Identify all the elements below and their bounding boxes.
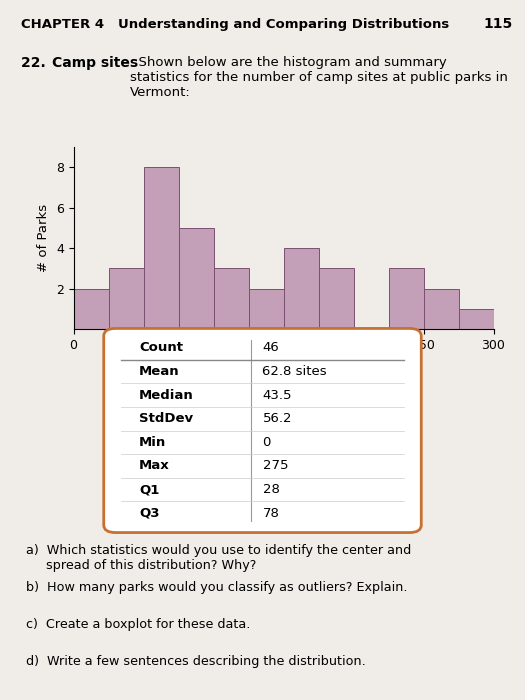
Text: Q1: Q1 [139,483,160,496]
Bar [214,268,248,329]
Text: 0: 0 [262,436,271,449]
Text: CHAPTER 4   Understanding and Comparing Distributions: CHAPTER 4 Understanding and Comparing Di… [21,18,449,31]
Text: Mean: Mean [139,365,180,378]
X-axis label: # of Sites/Park: # of Sites/Park [234,357,333,370]
Text: Camp sites: Camp sites [52,56,139,70]
FancyBboxPatch shape [104,328,421,533]
Text: 28: 28 [262,483,279,496]
Text: 78: 78 [262,507,279,519]
Bar [143,167,179,329]
Bar [424,288,458,329]
Text: 115: 115 [483,18,512,32]
Text: Max: Max [139,459,170,473]
Text: StdDev: StdDev [139,412,193,425]
Bar [178,228,214,329]
Text: Min: Min [139,436,166,449]
Text: 22.: 22. [21,56,50,70]
Y-axis label: # of Parks: # of Parks [37,204,50,272]
Bar [248,288,284,329]
Text: Q3: Q3 [139,507,160,519]
Text: 56.2: 56.2 [262,412,292,425]
Bar [388,268,424,329]
Text: 275: 275 [262,459,288,473]
Text: 43.5: 43.5 [262,389,292,402]
Text: a)  Which statistics would you use to identify the center and
     spread of thi: a) Which statistics would you use to ide… [26,544,411,572]
Bar [458,309,493,329]
Text: 62.8 sites: 62.8 sites [262,365,327,378]
Text: 46: 46 [262,342,279,354]
Text: Count: Count [139,342,183,354]
Bar [109,268,143,329]
Bar [284,248,319,329]
Bar [319,268,353,329]
Text: c)  Create a boxplot for these data.: c) Create a boxplot for these data. [26,617,250,631]
Text: b)  How many parks would you classify as outliers? Explain.: b) How many parks would you classify as … [26,580,407,594]
Text: d)  Write a few sentences describing the distribution.: d) Write a few sentences describing the … [26,654,366,668]
Text: Shown below are the histogram and summary
statistics for the number of camp site: Shown below are the histogram and summar… [130,56,508,99]
Text: Median: Median [139,389,194,402]
Bar [74,288,109,329]
